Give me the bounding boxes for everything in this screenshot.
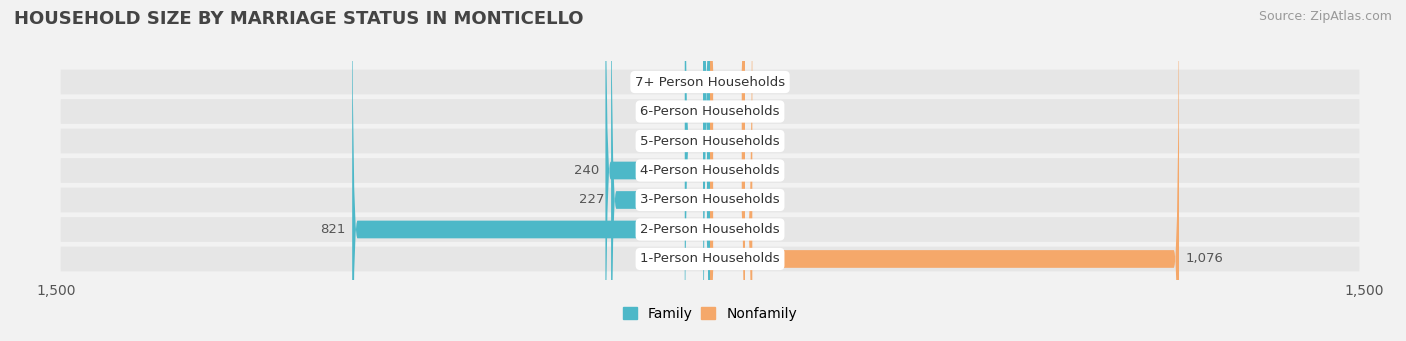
Text: 0: 0 [751, 75, 759, 89]
Text: 0: 0 [751, 134, 759, 148]
Text: 2-Person Households: 2-Person Households [640, 223, 780, 236]
FancyBboxPatch shape [352, 0, 710, 341]
Text: 51: 51 [751, 193, 769, 207]
FancyBboxPatch shape [60, 188, 1360, 212]
Text: 1-Person Households: 1-Person Households [640, 252, 780, 266]
Text: 0: 0 [751, 164, 759, 177]
Text: 16: 16 [679, 75, 696, 89]
FancyBboxPatch shape [685, 0, 710, 341]
Text: 4-Person Households: 4-Person Households [640, 164, 780, 177]
Text: 0: 0 [751, 105, 759, 118]
Legend: Family, Nonfamily: Family, Nonfamily [623, 307, 797, 321]
FancyBboxPatch shape [60, 70, 1360, 94]
FancyBboxPatch shape [710, 0, 745, 341]
Text: 227: 227 [579, 193, 605, 207]
Text: 15: 15 [681, 105, 697, 118]
FancyBboxPatch shape [60, 99, 1360, 124]
Text: 821: 821 [321, 223, 346, 236]
Text: 58: 58 [661, 134, 678, 148]
FancyBboxPatch shape [710, 0, 745, 341]
FancyBboxPatch shape [710, 0, 752, 341]
FancyBboxPatch shape [710, 0, 745, 341]
FancyBboxPatch shape [60, 217, 1360, 242]
FancyBboxPatch shape [703, 0, 710, 341]
Text: Source: ZipAtlas.com: Source: ZipAtlas.com [1258, 10, 1392, 23]
FancyBboxPatch shape [703, 0, 710, 341]
FancyBboxPatch shape [60, 158, 1360, 183]
FancyBboxPatch shape [710, 0, 745, 341]
FancyBboxPatch shape [612, 0, 710, 341]
Text: 1,076: 1,076 [1185, 252, 1223, 266]
Text: 7+ Person Households: 7+ Person Households [636, 75, 785, 89]
Text: 5-Person Households: 5-Person Households [640, 134, 780, 148]
FancyBboxPatch shape [606, 0, 710, 341]
Text: 3-Person Households: 3-Person Households [640, 193, 780, 207]
Text: 240: 240 [574, 164, 599, 177]
FancyBboxPatch shape [60, 247, 1360, 271]
Text: 6-Person Households: 6-Person Households [640, 105, 780, 118]
Text: 97: 97 [759, 223, 776, 236]
FancyBboxPatch shape [60, 129, 1360, 153]
FancyBboxPatch shape [710, 0, 1180, 341]
FancyBboxPatch shape [710, 0, 745, 341]
Text: HOUSEHOLD SIZE BY MARRIAGE STATUS IN MONTICELLO: HOUSEHOLD SIZE BY MARRIAGE STATUS IN MON… [14, 10, 583, 28]
